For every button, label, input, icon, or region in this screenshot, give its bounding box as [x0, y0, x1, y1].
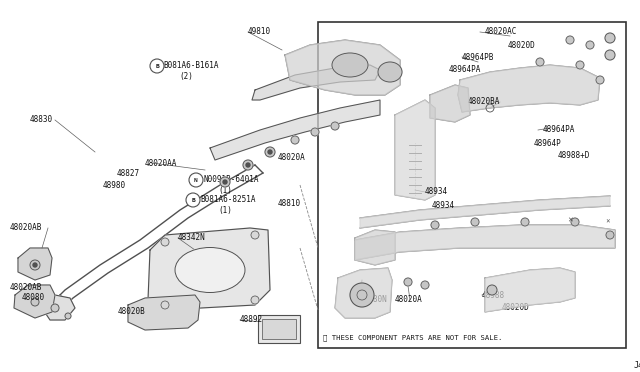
- Text: 48964PA: 48964PA: [449, 65, 481, 74]
- Text: N0091B-6401A: N0091B-6401A: [203, 176, 259, 185]
- Text: 48020D: 48020D: [508, 41, 536, 49]
- Circle shape: [246, 163, 250, 167]
- Text: 48980: 48980: [103, 182, 126, 190]
- Circle shape: [265, 147, 275, 157]
- Text: B081A6-8251A: B081A6-8251A: [200, 196, 255, 205]
- Circle shape: [251, 296, 259, 304]
- Text: 48020AC: 48020AC: [485, 28, 517, 36]
- Text: 48020BA: 48020BA: [468, 97, 500, 106]
- Circle shape: [521, 218, 529, 226]
- Circle shape: [243, 160, 253, 170]
- Circle shape: [487, 285, 497, 295]
- Text: ✕: ✕: [605, 219, 611, 224]
- Text: J48800W4: J48800W4: [634, 362, 640, 371]
- Text: 48020AA: 48020AA: [145, 158, 177, 167]
- Circle shape: [421, 281, 429, 289]
- Circle shape: [31, 298, 39, 306]
- Circle shape: [189, 173, 203, 187]
- Text: (1): (1): [218, 186, 232, 195]
- Circle shape: [606, 231, 614, 239]
- Polygon shape: [485, 268, 575, 312]
- Text: 48020D: 48020D: [502, 304, 530, 312]
- Text: 48827: 48827: [117, 169, 140, 177]
- Circle shape: [586, 41, 594, 49]
- Polygon shape: [210, 100, 380, 160]
- Circle shape: [291, 136, 299, 144]
- Text: 48020B: 48020B: [118, 308, 146, 317]
- Polygon shape: [395, 100, 435, 200]
- Polygon shape: [355, 225, 615, 260]
- Polygon shape: [355, 230, 395, 265]
- Text: 48810: 48810: [278, 199, 301, 208]
- Circle shape: [186, 193, 200, 207]
- Polygon shape: [430, 85, 470, 122]
- Text: 48934: 48934: [425, 187, 448, 196]
- Polygon shape: [40, 295, 75, 320]
- Circle shape: [576, 61, 584, 69]
- Text: ※ THESE COMPONENT PARTS ARE NOT FOR SALE.: ※ THESE COMPONENT PARTS ARE NOT FOR SALE…: [323, 335, 502, 341]
- Circle shape: [605, 33, 615, 43]
- Ellipse shape: [378, 62, 402, 82]
- Bar: [258, 315, 300, 343]
- Text: B: B: [155, 64, 159, 68]
- Text: (1): (1): [218, 205, 232, 215]
- Polygon shape: [14, 285, 55, 318]
- Circle shape: [566, 36, 574, 44]
- Text: 48020AB: 48020AB: [10, 283, 42, 292]
- Text: N: N: [194, 177, 198, 183]
- Text: 48080: 48080: [22, 294, 45, 302]
- Polygon shape: [360, 196, 610, 228]
- Circle shape: [220, 177, 230, 187]
- Text: (2): (2): [179, 71, 193, 80]
- Text: 49810: 49810: [248, 28, 271, 36]
- Circle shape: [251, 231, 259, 239]
- Text: 48964PA: 48964PA: [543, 125, 575, 135]
- Text: 48342N: 48342N: [178, 234, 205, 243]
- Circle shape: [331, 122, 339, 130]
- Circle shape: [161, 301, 169, 309]
- Circle shape: [51, 304, 59, 312]
- Ellipse shape: [175, 247, 245, 292]
- Text: 48020A: 48020A: [278, 154, 306, 163]
- Circle shape: [268, 150, 272, 154]
- Text: 48988: 48988: [482, 291, 505, 299]
- Text: 48934: 48934: [432, 201, 455, 209]
- Circle shape: [161, 238, 169, 246]
- Polygon shape: [148, 228, 270, 310]
- Polygon shape: [128, 295, 200, 330]
- Polygon shape: [335, 268, 392, 318]
- Text: 48020AB: 48020AB: [10, 224, 42, 232]
- Polygon shape: [458, 65, 600, 112]
- Circle shape: [33, 263, 37, 267]
- Bar: [318, 22, 626, 348]
- Text: B081A6-B161A: B081A6-B161A: [163, 61, 218, 71]
- Circle shape: [404, 278, 412, 286]
- Circle shape: [350, 283, 374, 307]
- Circle shape: [223, 180, 227, 184]
- Polygon shape: [18, 248, 52, 280]
- Ellipse shape: [332, 53, 368, 77]
- Text: ✕: ✕: [567, 217, 573, 223]
- Circle shape: [30, 260, 40, 270]
- Text: 48988+D: 48988+D: [558, 151, 590, 160]
- Text: 48892: 48892: [240, 315, 263, 324]
- Circle shape: [150, 59, 164, 73]
- Bar: [262, 319, 296, 339]
- Text: 48964P: 48964P: [534, 138, 562, 148]
- Circle shape: [471, 218, 479, 226]
- Text: 48980N: 48980N: [360, 295, 388, 305]
- Circle shape: [596, 76, 604, 84]
- Polygon shape: [252, 65, 380, 100]
- Text: 48964PB: 48964PB: [462, 52, 494, 61]
- Circle shape: [605, 50, 615, 60]
- Circle shape: [536, 58, 544, 66]
- Circle shape: [65, 313, 71, 319]
- Text: B: B: [191, 198, 195, 202]
- Text: 48830: 48830: [30, 115, 53, 125]
- Polygon shape: [285, 40, 400, 95]
- Circle shape: [431, 221, 439, 229]
- Circle shape: [311, 128, 319, 136]
- Circle shape: [571, 218, 579, 226]
- Text: 48020A: 48020A: [395, 295, 423, 305]
